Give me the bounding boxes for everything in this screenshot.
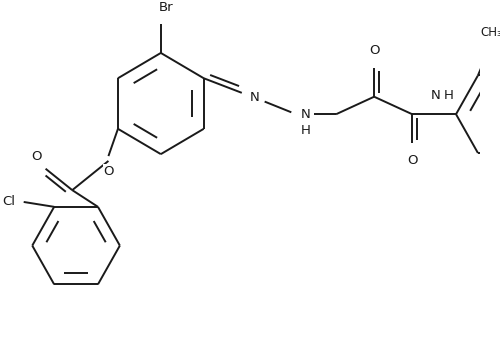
Text: N: N <box>301 108 310 121</box>
Text: H: H <box>444 88 454 102</box>
Text: H: H <box>301 124 310 137</box>
Text: O: O <box>103 165 114 178</box>
Text: N: N <box>250 91 260 104</box>
Text: O: O <box>31 150 42 163</box>
Text: Cl: Cl <box>2 196 15 208</box>
Text: Br: Br <box>158 1 173 14</box>
Text: CH₃: CH₃ <box>480 26 500 39</box>
Text: N: N <box>431 88 441 102</box>
Text: O: O <box>407 154 418 167</box>
Text: O: O <box>369 44 380 57</box>
